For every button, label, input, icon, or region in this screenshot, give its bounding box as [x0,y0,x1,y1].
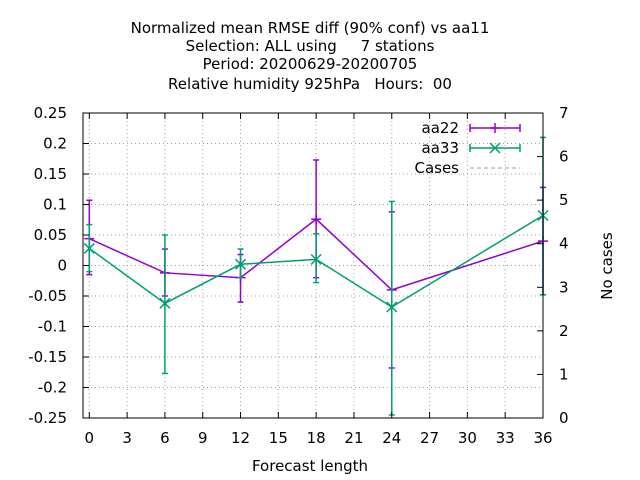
legend-label-cases: Cases [414,159,459,177]
y2-tick-label: 5 [559,191,569,209]
legend-marker [490,123,500,133]
x-tick-label: 15 [269,429,288,447]
marker-stroke [386,301,398,313]
marker-stroke [489,142,501,154]
y-tick-label: 0 [57,257,67,275]
y-tick-label: -0.1 [38,318,67,336]
y2-tick-label: 2 [559,322,569,340]
data-point-aa33 [159,297,171,309]
y-tick-label: 0.05 [34,226,67,244]
y-tick-label: -0.05 [28,287,67,305]
x-tick-label: 18 [307,429,326,447]
chart-title-line-1: Normalized mean RMSE diff (90% conf) vs … [131,19,490,37]
x-tick-label: 21 [344,429,363,447]
x-tick-label: 9 [198,429,208,447]
legend-sample-aa33 [469,142,521,154]
marker-stroke [310,253,322,265]
legend-label-aa22: aa22 [422,119,459,137]
y-tick-label: -0.2 [38,379,67,397]
y-tick-label: -0.15 [28,348,67,366]
y-tick-label: 0.15 [34,165,67,183]
y2-tick-label: 7 [559,104,569,122]
x-tick-label: 6 [160,429,170,447]
y2-tick-label: 6 [559,148,569,166]
chart-title-line-3: Period: 20200629-20200705 [203,55,418,73]
x-tick-label: 0 [85,429,95,447]
y-tick-label: -0.25 [28,409,67,427]
x-tick-label: 12 [231,429,250,447]
legend: aa22 aa33 Cases [414,119,521,177]
data-point-aa33 [310,253,322,265]
marker-stroke [235,258,247,270]
legend-sample-aa22 [469,123,521,133]
y2-tick-label: 3 [559,278,569,296]
data-point-aa22 [311,214,322,225]
y2-tick-label: 0 [559,409,569,427]
x-tick-label: 24 [382,429,401,447]
y-tick-label: 0.25 [34,104,67,122]
axes: 0 3 6 9 12 15 18 21 24 27 30 33 36-0.25-0.2-0.15-0.1… [28,104,568,447]
x-tick-label: 36 [533,429,552,447]
x-tick-label: 33 [496,429,515,447]
series-line-aa33 [88,214,544,308]
y2-tick-label: 1 [559,365,569,383]
marker-stroke [83,242,95,254]
x-tick-label: 3 [122,429,132,447]
error-bar-aa33 [313,233,320,284]
y-tick-label: 0.1 [43,196,67,214]
series-line-aa22 [88,218,544,291]
data-point-aa33 [235,258,247,270]
data-point-aa33 [386,301,398,313]
x-tick-label: 27 [420,429,439,447]
legend-marker [489,142,501,154]
x-axis-label: Forecast length [252,457,368,475]
y2-axis-label: No cases [598,232,616,300]
y2-tick-label: 4 [559,235,569,253]
legend-label-aa33: aa33 [422,139,459,157]
marker-stroke [159,297,171,309]
x-tick-label: 30 [458,429,477,447]
chart-title-line-4: Relative humidity 925hPa Hours: 00 [168,75,452,93]
chart-title-line-2: Selection: ALL using 7 stations [186,37,435,55]
y-tick-label: 0.2 [43,135,67,153]
data-point-aa33 [83,242,95,254]
